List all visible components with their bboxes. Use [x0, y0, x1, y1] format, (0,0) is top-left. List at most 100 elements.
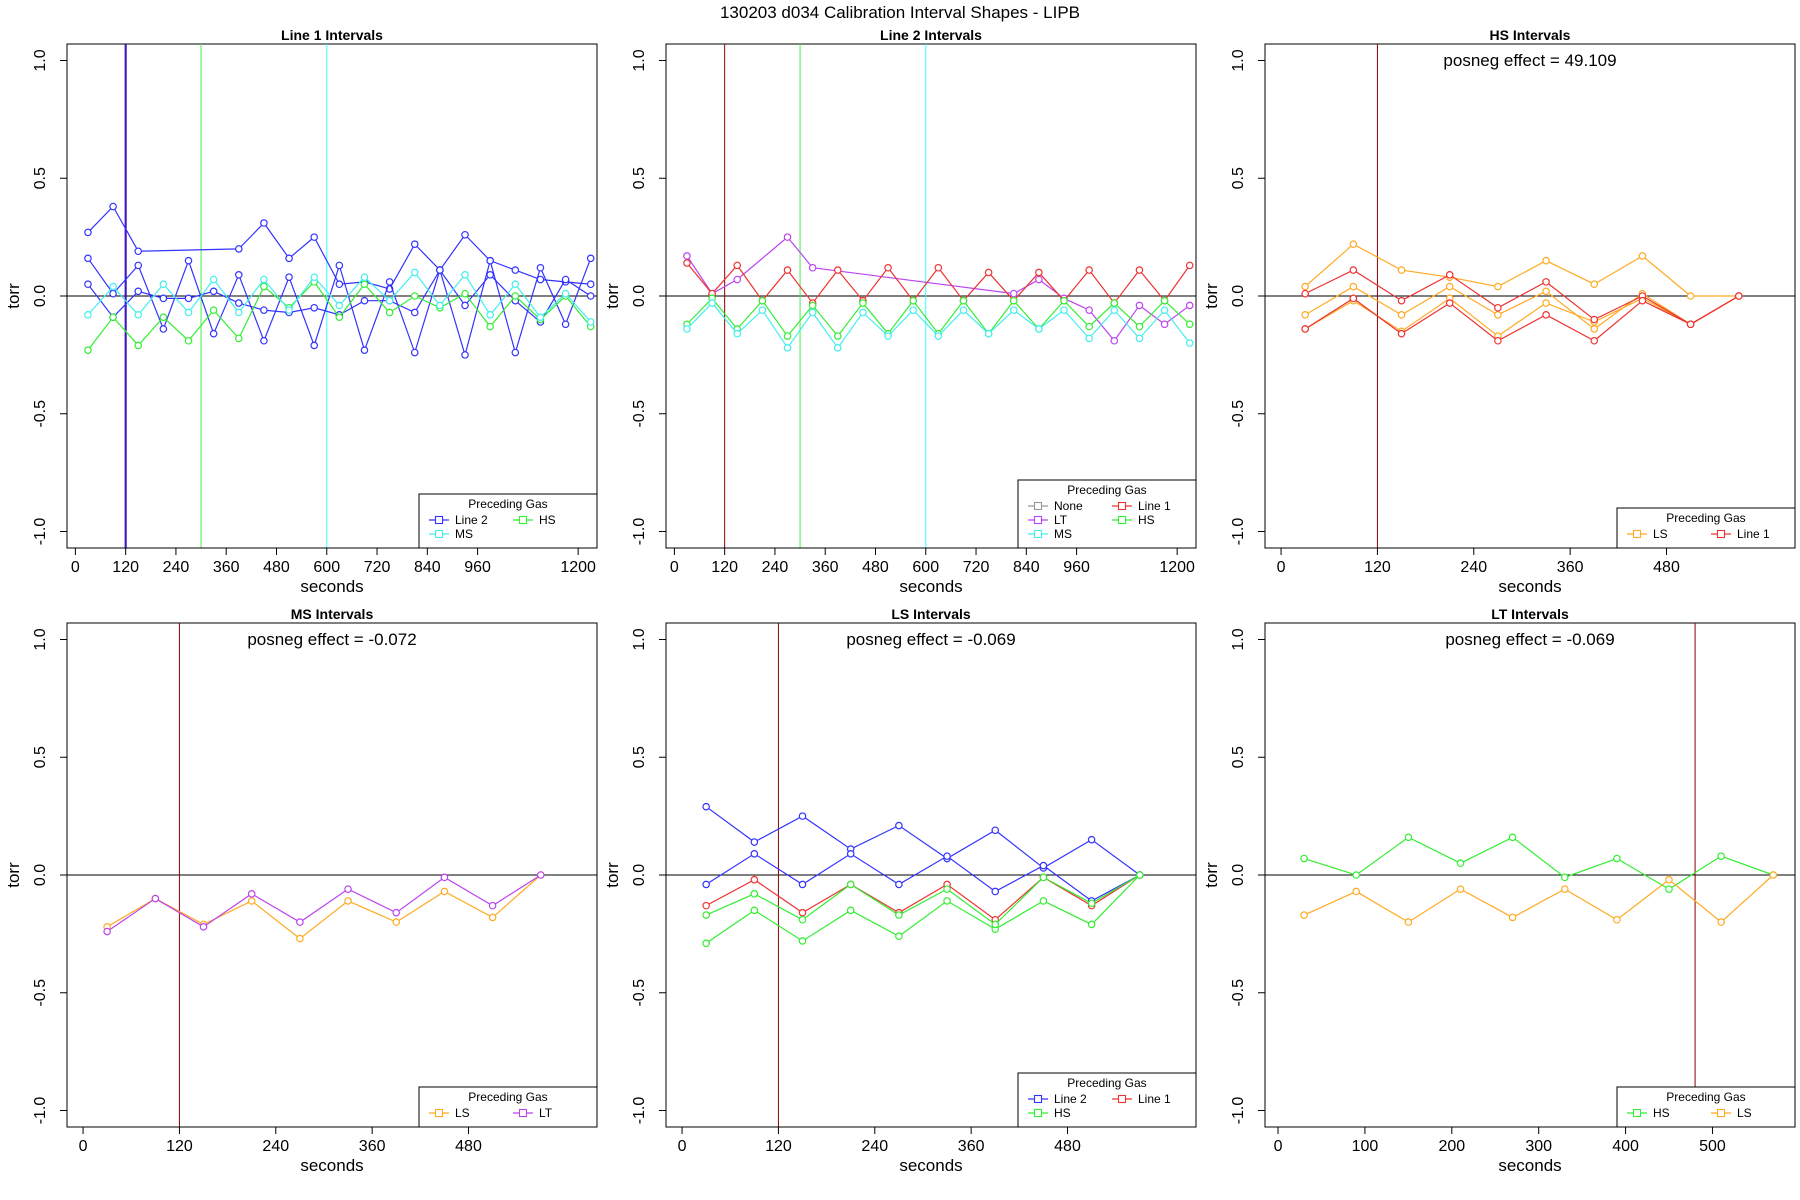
legend-entry: HS: [1028, 1106, 1071, 1120]
data-point: [1301, 325, 1309, 333]
y-tick-label: 0.0: [631, 864, 648, 886]
data-point: [798, 908, 807, 917]
y-tick-label: -1.0: [32, 1097, 49, 1125]
posneg-annotation: posneg effect = -0.072: [247, 630, 416, 649]
y-tick-label: -1.0: [1230, 518, 1247, 546]
data-point: [184, 294, 193, 303]
data-point: [436, 301, 444, 310]
y-tick-label: -1.0: [1230, 1097, 1247, 1125]
data-point: [103, 927, 111, 936]
data-point: [511, 292, 520, 300]
series-line: [686, 236, 1191, 342]
legend-label: HS: [1653, 1106, 1670, 1120]
data-point: [310, 233, 318, 241]
data-point: [1445, 271, 1454, 279]
y-tick-label: -0.5: [32, 400, 49, 428]
legend-entry: None: [1028, 499, 1083, 513]
legend-entry: LT: [513, 1106, 553, 1120]
legend-box: [1017, 1072, 1197, 1128]
series-ms: [84, 268, 595, 326]
series-line: [1304, 285, 1740, 330]
legend-title: Preceding Gas: [1666, 511, 1745, 525]
x-axis-label: seconds: [300, 577, 363, 596]
legend-swatch-marker: [518, 1108, 528, 1118]
series-line: [705, 853, 1141, 902]
y-tick-label: 0.5: [32, 746, 49, 768]
x-tick-label: 960: [1063, 559, 1090, 576]
data-point: [335, 313, 344, 321]
data-point: [385, 308, 394, 317]
chart-title: Line 2 Intervals: [880, 27, 982, 43]
data-point: [209, 329, 218, 338]
data-point: [1009, 306, 1018, 314]
legend-swatch-marker: [518, 515, 528, 525]
data-point: [1494, 303, 1502, 312]
data-point: [392, 908, 401, 917]
data-point: [234, 334, 243, 343]
data-point: [1135, 322, 1144, 331]
data-point: [410, 308, 419, 317]
series-line: [705, 874, 1141, 926]
y-tick-label: 0.5: [32, 167, 49, 189]
x-tick-label: 120: [166, 1138, 193, 1155]
data-point: [1397, 329, 1406, 338]
legend-entry: LT: [1028, 513, 1068, 527]
y-tick-label: 1.0: [1230, 628, 1247, 650]
x-tick-label: 500: [1699, 1138, 1726, 1155]
legend-swatch-marker: [1117, 1094, 1127, 1104]
x-tick-label: 960: [464, 559, 491, 576]
data-point: [134, 261, 143, 270]
data-point: [488, 901, 497, 910]
data-point: [1039, 897, 1048, 905]
legend-entry: Line 1: [1711, 527, 1770, 541]
data-point: [410, 348, 419, 357]
data-point: [1039, 861, 1048, 870]
x-axis-label: seconds: [899, 1156, 962, 1175]
data-point: [84, 254, 92, 263]
data-point: [392, 918, 401, 926]
data-point: [1110, 336, 1119, 345]
y-tick-label: -0.5: [1230, 400, 1247, 428]
data-point: [683, 325, 691, 333]
legend-entry: LS: [1627, 527, 1668, 541]
x-tick-label: 0: [1277, 559, 1286, 576]
legend-title: Preceding Gas: [468, 497, 547, 511]
y-tick-label: -1.0: [32, 518, 49, 546]
x-tick-label: 360: [812, 559, 839, 576]
legend-label: LT: [539, 1106, 553, 1120]
data-point: [991, 920, 1000, 929]
series-ls: [1300, 871, 1778, 926]
data-point: [260, 336, 268, 345]
x-tick-label: 0: [670, 559, 679, 576]
data-point: [1508, 913, 1517, 922]
data-point: [884, 263, 892, 272]
data-point: [758, 296, 767, 305]
data-point: [536, 313, 545, 321]
data-point: [1085, 334, 1093, 343]
data-point: [461, 289, 469, 298]
x-tick-label: 840: [1013, 559, 1040, 576]
y-axis-label: torr: [603, 862, 622, 888]
data-point: [335, 280, 344, 289]
data-point: [310, 303, 318, 312]
chart-title: HS Intervals: [1490, 27, 1571, 43]
series-line: [705, 874, 1141, 944]
data-point: [846, 906, 855, 915]
data-point: [884, 332, 892, 340]
data-point: [461, 301, 469, 310]
data-point: [1590, 315, 1599, 324]
data-point: [436, 266, 444, 274]
data-point: [159, 325, 168, 333]
legend-swatch-marker: [1632, 1108, 1642, 1118]
chart-title: Line 1 Intervals: [281, 27, 383, 43]
data-point: [285, 254, 293, 263]
data-point: [234, 308, 243, 317]
data-point: [209, 306, 218, 314]
legend: Preceding Gas LS Line 1: [1616, 507, 1796, 549]
data-point: [984, 268, 993, 277]
data-point: [1542, 299, 1550, 307]
data-point: [1300, 911, 1308, 919]
legend-swatch-marker: [1716, 529, 1726, 539]
series-ls: [1301, 240, 1743, 300]
data-point: [561, 320, 570, 329]
